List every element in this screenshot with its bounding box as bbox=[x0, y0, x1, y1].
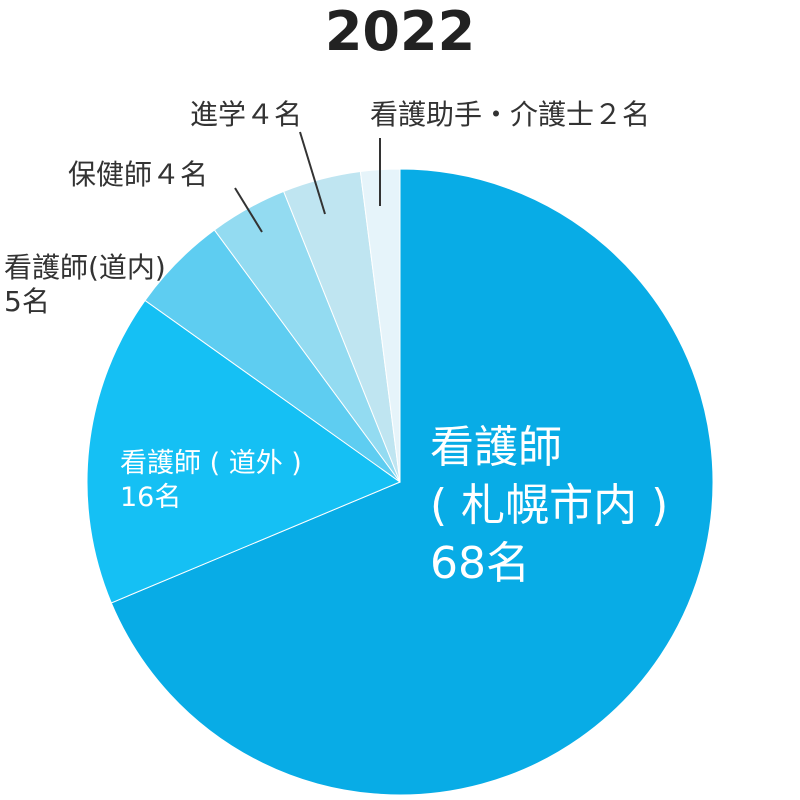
slice-label-3: 保健師４名 bbox=[68, 158, 208, 191]
slice-label-2-line-1: 5名 bbox=[4, 285, 50, 318]
slice-label-1-line-0: 看護師 ( 道外 ) bbox=[120, 448, 302, 479]
leader-line-4 bbox=[299, 131, 326, 215]
slice-label-5: 看護助手・介護士２名 bbox=[370, 98, 650, 131]
slice-label-0-line-0: 看護師 bbox=[430, 422, 562, 473]
pie-slices bbox=[86, 168, 714, 796]
slice-label-2: 看護師(道内) 5名 bbox=[4, 251, 166, 318]
slice-label-0-line-1: ( 札幌市内 ) bbox=[430, 480, 668, 531]
slice-label-4-line-0: 進学４名 bbox=[190, 98, 302, 131]
slice-label-3-line-0: 保健師４名 bbox=[68, 158, 208, 191]
leader-lines bbox=[234, 131, 381, 233]
slice-label-0-line-2: 68名 bbox=[430, 538, 530, 589]
chart-title: 2022 bbox=[325, 0, 475, 63]
pie-slice-0 bbox=[110, 168, 714, 796]
leader-line-3 bbox=[234, 187, 263, 233]
pie-slice-1 bbox=[86, 299, 402, 604]
slice-label-1-line-1: 16名 bbox=[120, 482, 181, 513]
slice-label-4: 進学４名 bbox=[190, 98, 302, 131]
slice-label-5-line-0: 看護助手・介護士２名 bbox=[370, 98, 650, 131]
slice-label-0: 看護師 ( 札幌市内 ) 68名 bbox=[430, 422, 668, 589]
slice-label-2-line-0: 看護師(道内) bbox=[4, 251, 166, 284]
slice-label-1: 看護師 ( 道外 ) 16名 bbox=[120, 448, 302, 513]
slice-labels: 看護師 ( 札幌市内 ) 68名 看護師 ( 道外 ) 16名 看護師(道内) 5名 保健師４… bbox=[4, 98, 668, 589]
